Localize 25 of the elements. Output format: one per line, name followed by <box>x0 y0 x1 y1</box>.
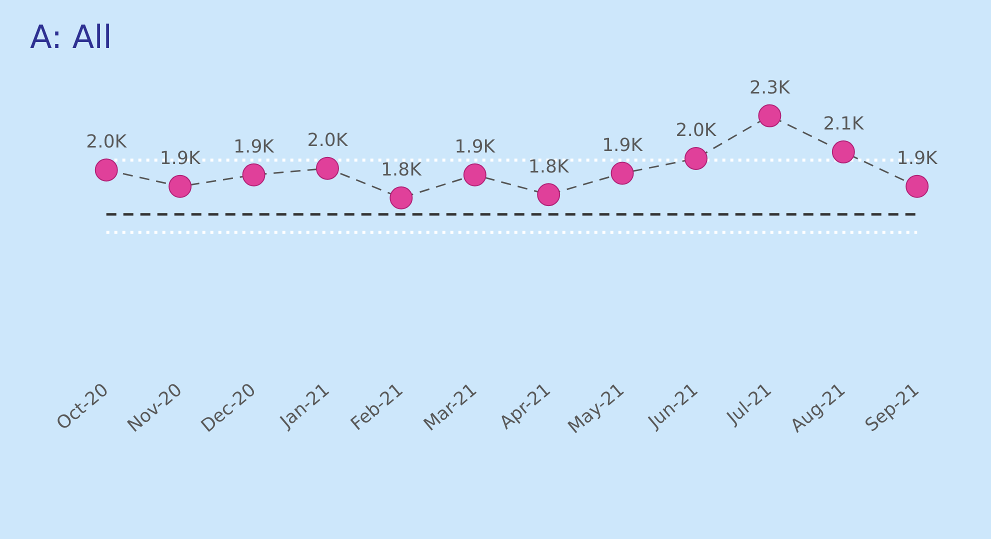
point <box>610 162 634 185</box>
data-label: 2.1K <box>823 114 865 135</box>
point <box>94 158 118 182</box>
point <box>537 183 560 206</box>
point <box>242 163 266 186</box>
data-label: 2.0K <box>86 132 128 153</box>
data-label: 1.9K <box>160 148 202 170</box>
data-label: 1.9K <box>602 134 644 156</box>
point <box>168 174 192 198</box>
data-label: 1.8K <box>528 156 570 178</box>
data-label: 1.9K <box>454 136 496 158</box>
chart-title: A: All <box>30 18 112 56</box>
data-label: 1.9K <box>234 136 276 158</box>
point <box>758 104 782 128</box>
point <box>390 186 413 210</box>
point <box>463 163 486 186</box>
point <box>832 140 855 164</box>
data-label: 2.0K <box>676 120 718 142</box>
data-label: 2.0K <box>307 130 349 152</box>
point <box>684 147 708 170</box>
data-label: 2.3K <box>749 77 792 98</box>
point <box>316 156 339 180</box>
point <box>906 174 929 198</box>
data-label: 1.8K <box>380 160 423 181</box>
data-label: 1.9K <box>896 148 939 170</box>
